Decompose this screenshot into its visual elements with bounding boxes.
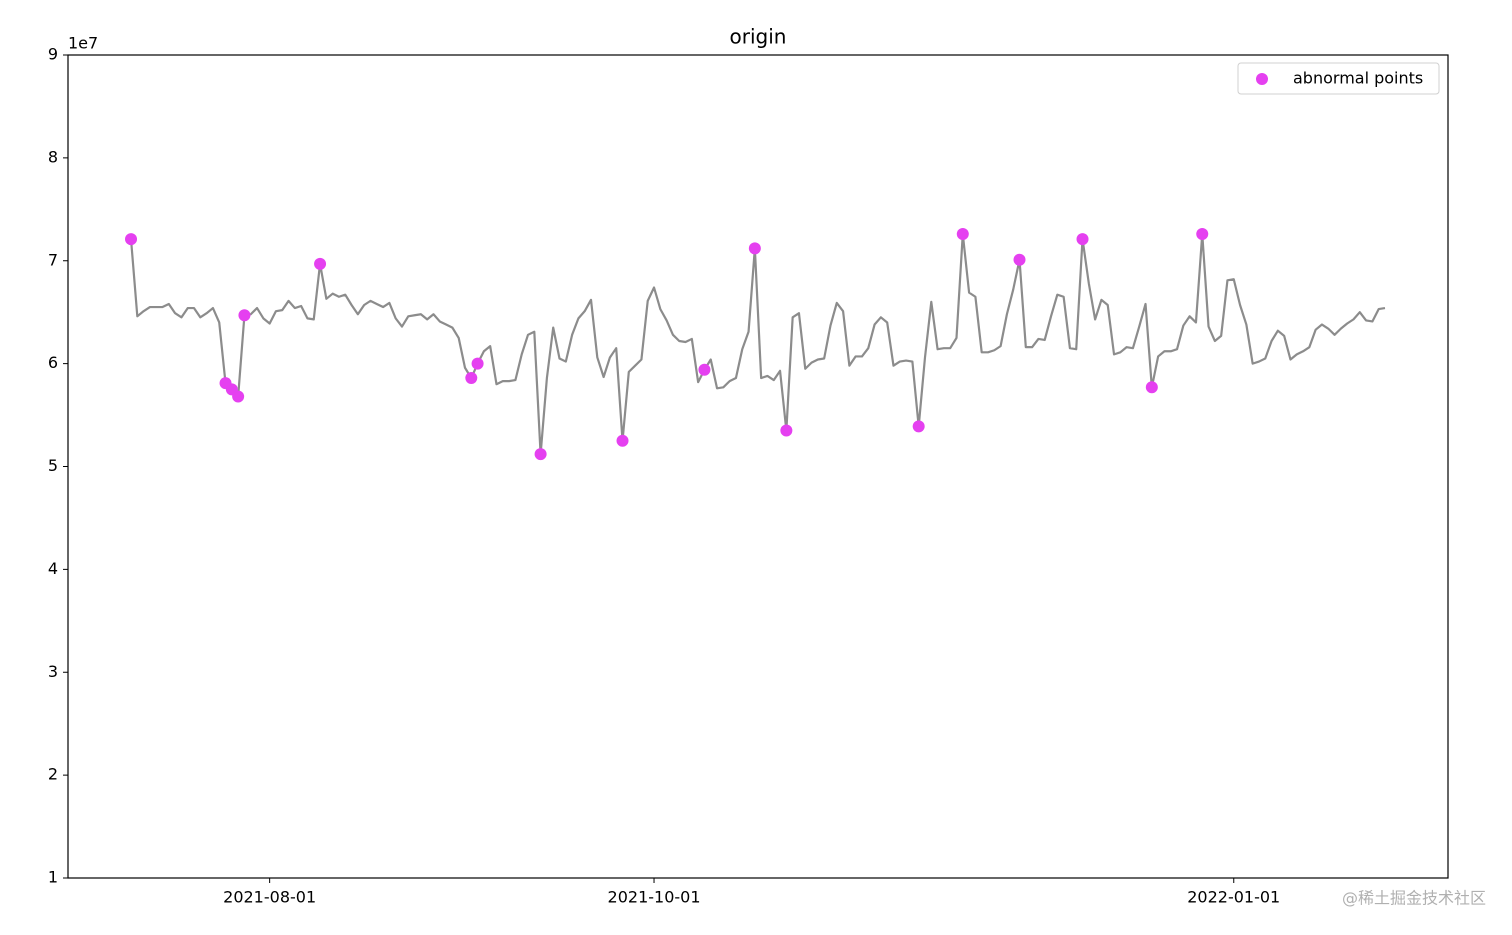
point	[1076, 233, 1089, 246]
point	[616, 434, 629, 447]
legend-box	[1237, 62, 1440, 95]
point	[238, 309, 251, 322]
point	[534, 448, 547, 461]
point	[314, 257, 327, 270]
offset-text: 1e7	[68, 34, 98, 53]
point	[232, 390, 245, 403]
y-tick-label: 5	[48, 456, 58, 475]
y-tick-label: 6	[48, 353, 58, 372]
line	[129, 232, 1386, 456]
point	[125, 233, 138, 246]
chart-title: origin	[730, 25, 787, 49]
legend-marker	[1256, 73, 1268, 85]
point	[956, 228, 969, 241]
y-tick-label: 3	[48, 662, 58, 681]
y-tick-label: 4	[48, 559, 58, 578]
point	[912, 420, 925, 433]
y-tick-label: 9	[48, 45, 58, 64]
point	[471, 357, 484, 370]
point	[465, 372, 478, 385]
watermark: @稀土掘金技术社区	[1342, 889, 1486, 908]
plot-frame	[67, 54, 1449, 879]
y-tick-label: 2	[48, 765, 58, 784]
point	[1196, 228, 1209, 241]
x-tick-label: 2022-01-01	[1187, 888, 1280, 907]
point	[1013, 253, 1026, 266]
point	[748, 242, 761, 255]
x-tick-label: 2021-10-01	[608, 888, 701, 907]
point	[698, 363, 711, 376]
y-tick-label: 8	[48, 147, 58, 166]
point	[1145, 381, 1158, 394]
legend-label: abnormal points	[1293, 69, 1423, 88]
x-tick-label: 2021-08-01	[223, 888, 316, 907]
point	[780, 424, 793, 437]
y-tick-label: 1	[48, 868, 58, 887]
y-tick-label: 7	[48, 250, 58, 269]
